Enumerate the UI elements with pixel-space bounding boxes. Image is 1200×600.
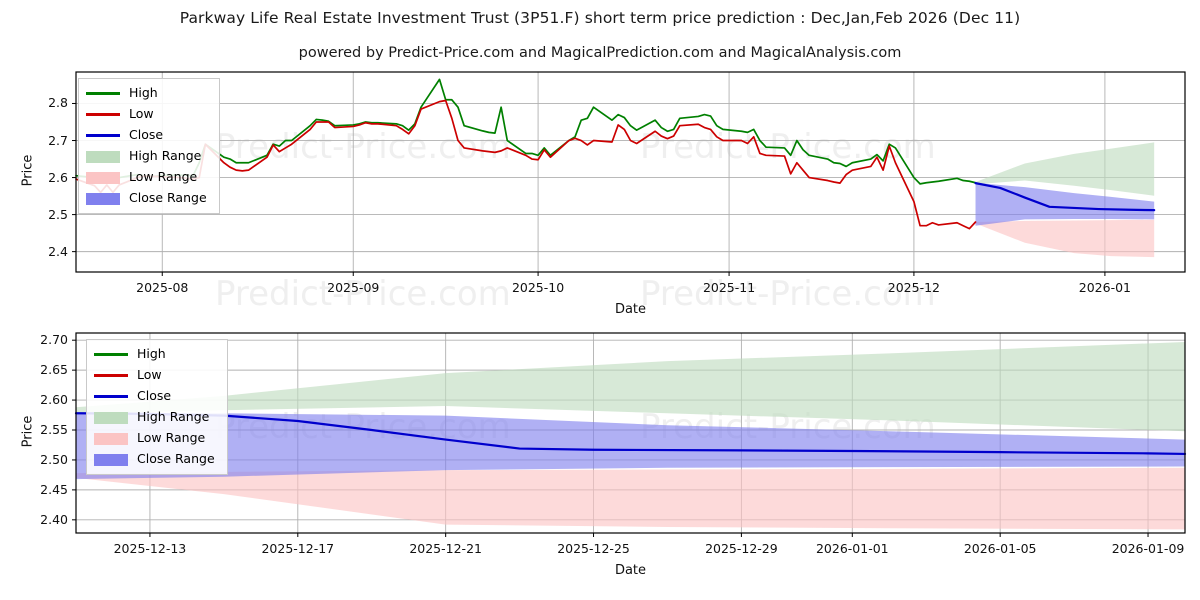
detail-x-tick: 2025-12-25	[557, 541, 630, 556]
overview-x-axis-label: Date	[614, 302, 647, 317]
legend-item-low: Low	[87, 365, 227, 386]
detail-x-tick: 2026-01-05	[963, 541, 1037, 556]
detail-y-tick: 2.60	[40, 392, 68, 408]
overview-chart-panel: Predict-Price.com Predict-Price.com Predic…	[21, 71, 1186, 317]
overview-y-tick: 2.7	[48, 132, 68, 148]
low-swatch-icon	[86, 109, 120, 121]
detail-x-tick: 2025-12-17	[261, 541, 335, 556]
detail-y-tick: 2.55	[40, 422, 68, 437]
legend-label: Low	[129, 106, 154, 122]
detail-y-tick: 2.65	[40, 362, 68, 378]
legend-item-close-range: Close Range	[79, 188, 219, 209]
close-range-swatch-icon	[94, 453, 128, 466]
overview-chart-svg: Predict-Price.com Predict-Price.com Predic…	[72, 71, 1186, 314]
legend-item-high: High	[79, 83, 219, 104]
overview-x-tick: 2025-12	[887, 280, 941, 295]
legend-item-high-range: High Range	[87, 407, 227, 428]
legend-item-low-range: Low Range	[87, 428, 227, 449]
legend-label: Close	[137, 388, 172, 404]
legend-item-close-range: Close Range	[87, 449, 227, 470]
legend-label: High	[129, 85, 158, 101]
legend-label: Low	[137, 367, 162, 383]
legend-label: Low Range	[129, 169, 198, 185]
close-range-swatch-icon	[86, 192, 120, 205]
overview-x-tick: 2026-01	[1078, 280, 1131, 295]
detail-x-tick: 2026-01-01	[815, 541, 889, 556]
close-swatch-icon	[86, 130, 120, 142]
page-title: Parkway Life Real Estate Investment Trus…	[179, 9, 1021, 27]
high-range-swatch-icon	[86, 150, 120, 163]
detail-x-axis-label: Date	[614, 563, 647, 578]
overview-x-tick: 2025-10	[511, 280, 565, 295]
detail-y-tick: 2.50	[40, 451, 68, 467]
svg-text:Predict-Price.com: Predict-Price.com	[215, 274, 511, 314]
legend-label: High Range	[137, 409, 210, 425]
legend-item-low-range: Low Range	[79, 167, 219, 188]
overview-y-tick: 2.8	[48, 95, 68, 111]
svg-text:Predict-Price.com: Predict-Price.com	[640, 127, 936, 167]
page-subtitle: powered by Predict-Price.com and Magical…	[298, 45, 902, 61]
overview-legend: High Low Close High Range Low Range Close Ran…	[78, 78, 220, 214]
close-swatch-icon	[94, 391, 128, 403]
svg-text:Predict-Price.com: Predict-Price.com	[215, 127, 511, 167]
detail-y-tick: 2.45	[40, 481, 68, 497]
legend-item-high: High	[87, 344, 227, 365]
legend-item-low: Low	[79, 104, 219, 125]
high-swatch-icon	[94, 349, 128, 361]
overview-y-tick: 2.4	[48, 243, 68, 259]
detail-y-tick: 2.40	[40, 511, 68, 527]
legend-label: Close	[129, 127, 164, 143]
overview-x-tick: 2025-09	[327, 280, 380, 295]
legend-label: High Range	[129, 148, 202, 164]
high-range-swatch-icon	[94, 411, 128, 424]
low-range-swatch-icon	[94, 432, 128, 445]
legend-label: Close Range	[137, 451, 215, 467]
legend-label: High	[137, 346, 166, 362]
detail-x-tick: 2025-12-21	[409, 541, 482, 556]
legend-label: Close Range	[129, 190, 207, 206]
legend-item-high-range: High Range	[79, 146, 219, 167]
detail-x-tick: 2025-12-13	[113, 541, 187, 556]
overview-x-tick: 2025-08	[136, 280, 189, 295]
detail-y-tick: 2.70	[40, 332, 68, 348]
legend-label: Low Range	[137, 430, 206, 446]
legend-item-close: Close	[87, 386, 227, 407]
high-swatch-icon	[86, 88, 120, 100]
detail-legend: High Low Close High Range Low Range Close Ran…	[86, 339, 228, 475]
svg-text:Predict-Price.com: Predict-Price.com	[640, 274, 936, 314]
overview-y-tick: 2.6	[48, 169, 68, 185]
overview-y-tick: 2.5	[48, 206, 68, 222]
detail-x-tick: 2026-01-09	[1111, 541, 1185, 556]
low-swatch-icon	[94, 370, 128, 382]
low-range-swatch-icon	[86, 171, 120, 184]
overview-x-tick: 2025-11	[702, 280, 756, 295]
detail-x-tick: 2025-12-29	[705, 541, 778, 556]
legend-item-close: Close	[79, 125, 219, 146]
